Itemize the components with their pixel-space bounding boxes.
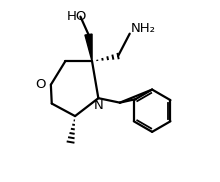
Text: N: N xyxy=(94,99,103,112)
Text: HO: HO xyxy=(67,10,87,23)
Text: NH₂: NH₂ xyxy=(131,22,156,35)
Polygon shape xyxy=(85,34,92,62)
Text: O: O xyxy=(36,78,46,91)
